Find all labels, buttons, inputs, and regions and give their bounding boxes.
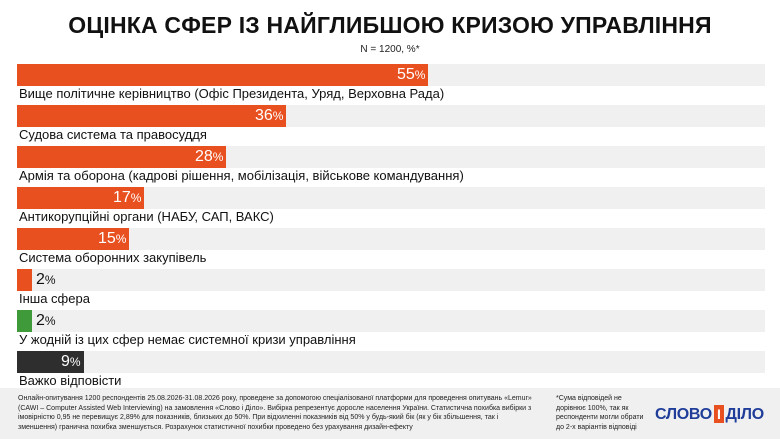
page-title: ОЦІНКА СФЕР ІЗ НАЙГЛИБШОЮ КРИЗОЮ УПРАВЛІ… — [68, 12, 712, 38]
bar — [17, 351, 84, 373]
data-label: 36% — [255, 107, 284, 124]
bar — [17, 228, 129, 250]
data-label: 28% — [195, 148, 224, 165]
bar — [17, 146, 226, 168]
category-label: У жодній із цих сфер немає системної кри… — [19, 332, 356, 347]
chart-subtitle: N = 1200, %* — [360, 44, 420, 55]
bar — [17, 269, 32, 291]
bar-row: 28% Армія та оборона (кадрові рішення, мо… — [17, 146, 765, 187]
category-label: Армія та оборона (кадрові рішення, мобіл… — [19, 168, 464, 183]
category-label: Судова система та правосуддя — [19, 127, 207, 142]
category-label: Важко відповісти — [19, 373, 122, 388]
category-label: Вище політичне керівництво (Офіс Президе… — [19, 86, 445, 101]
data-label: 9% — [61, 353, 81, 370]
bar-row: 55% Вище політичне керівництво (Офіс През… — [17, 64, 765, 105]
bar-row: 36% Судова система та правосуддя — [17, 105, 765, 146]
slovo-i-dilo-logo: СЛОВО І ДІЛО — [655, 405, 764, 423]
bar-row: 2% У жодній із цих сфер немає системної к… — [17, 310, 765, 351]
data-label: 15% — [98, 230, 127, 247]
footer: Онлайн-опитування 1200 респондентів 25.0… — [0, 388, 780, 439]
category-label: Система оборонних закупівель — [19, 250, 207, 265]
bar-track — [17, 351, 765, 373]
category-label: Інша сфера — [19, 291, 90, 306]
data-label: 55% — [397, 66, 426, 83]
bar-row: 15% Система оборонних закупівель — [17, 228, 765, 269]
bar — [17, 310, 32, 332]
bar-track — [17, 187, 765, 209]
bar — [17, 64, 428, 86]
bar-chart: 55% Вище політичне керівництво (Офіс През… — [17, 64, 765, 392]
bar — [17, 105, 286, 127]
bar-track — [17, 310, 765, 332]
data-label: 2% — [36, 312, 56, 329]
bar-track — [17, 228, 765, 250]
bar-row: 17% Антикорупційні органи (НАБУ, САП, ВАК… — [17, 187, 765, 228]
bar — [17, 187, 144, 209]
data-label: 17% — [113, 189, 142, 206]
sum-note: *Сума відповідей не дорівнює 100%, так я… — [556, 395, 644, 431]
bar-row: 2% Інша сфера — [17, 269, 765, 310]
bar-track — [17, 269, 765, 291]
methodology-note: Онлайн-опитування 1200 респондентів 25.0… — [18, 395, 532, 431]
data-label: 2% — [36, 271, 56, 288]
bar-row: 9% Важко відповісти — [17, 351, 765, 392]
category-label: Антикорупційні органи (НАБУ, САП, ВАКС) — [19, 209, 274, 224]
